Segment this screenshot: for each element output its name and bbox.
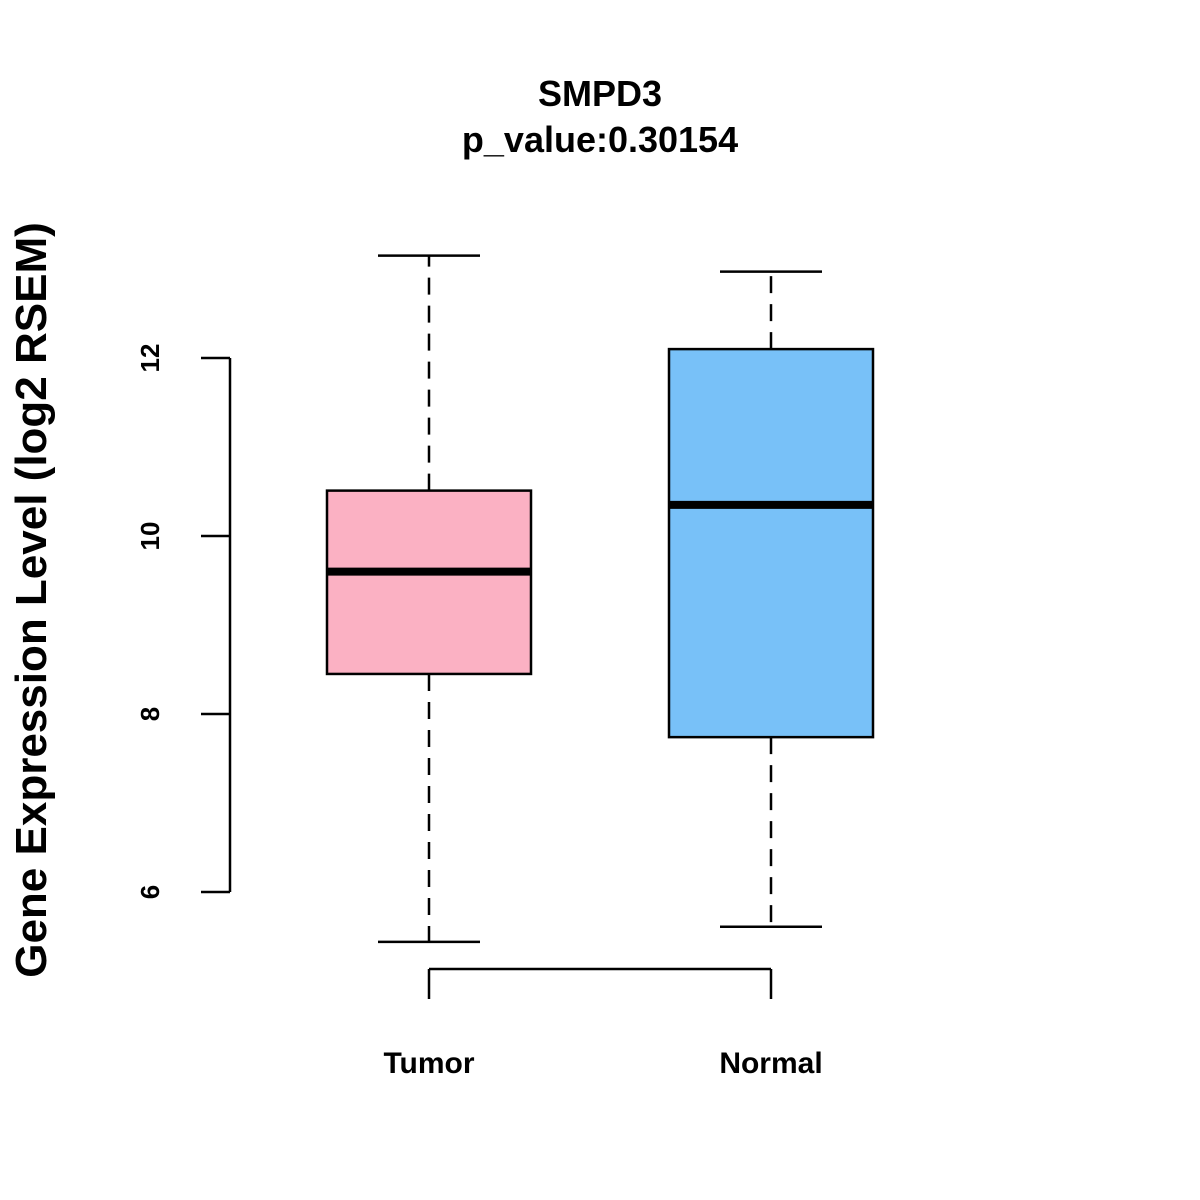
x-tick-label: Tumor xyxy=(383,1047,474,1080)
boxes-group xyxy=(325,254,875,944)
y-tick-label: 12 xyxy=(135,344,165,373)
y-tick-label: 10 xyxy=(135,522,165,551)
chart-title: SMPD3 xyxy=(538,73,662,114)
y-tick-label: 8 xyxy=(135,707,165,721)
box-normal xyxy=(667,270,875,928)
box-tumor xyxy=(325,254,533,944)
box-body xyxy=(667,347,875,739)
chart-subtitle: p_value:0.30154 xyxy=(462,119,738,160)
x-axis: Tumor Normal xyxy=(383,967,823,1080)
box-body xyxy=(325,489,533,676)
y-axis-label: Gene Expression Level (log2 RSEM) xyxy=(7,222,56,978)
y-tick-label: 6 xyxy=(135,885,165,899)
x-tick-label: Normal xyxy=(719,1047,822,1080)
y-axis: 6 8 10 12 xyxy=(135,344,232,899)
